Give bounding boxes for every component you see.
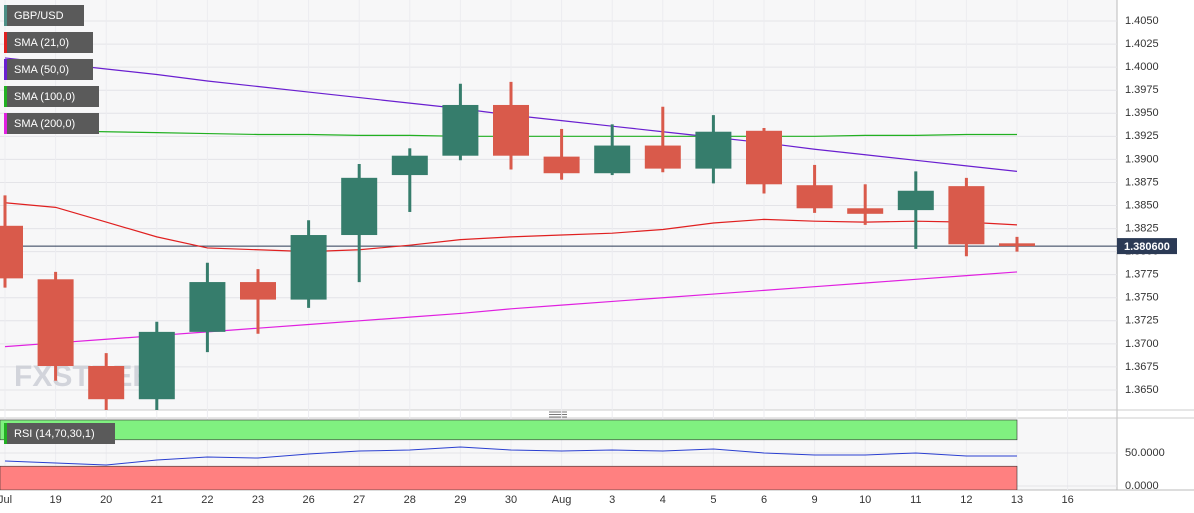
y-tick-label: 1.3975: [1125, 84, 1159, 96]
y-tick-label: 1.3875: [1125, 176, 1159, 188]
sma-line: [4, 202, 1018, 253]
x-tick-label: 4: [660, 494, 666, 506]
candle-body: [897, 190, 934, 211]
x-tick-label: 20: [100, 494, 112, 506]
y-tick-label: 1.3850: [1125, 199, 1159, 211]
candle-body: [948, 186, 985, 245]
y-tick-label: 1.3825: [1125, 222, 1159, 234]
candle-body: [847, 208, 884, 214]
labels: Jul 19 20 21 22 23 26 27 28 29 30 Aug 3 4 5 6 9 10 11 12 13 1…: [0, 5, 1177, 506]
x-tick-label: 27: [353, 494, 365, 506]
x-tick-label: 10: [859, 494, 871, 506]
candle-body: [493, 104, 529, 156]
x-tick-label: 6: [761, 494, 767, 506]
x-tick-label: 29: [454, 494, 466, 506]
candle-body: [37, 279, 74, 367]
x-tick-label: 21: [151, 494, 163, 506]
x-tick-label: 3: [609, 494, 615, 506]
y-tick-label: 1.4000: [1125, 61, 1159, 73]
candle-body: [442, 104, 479, 156]
price-plot: [0, 57, 1035, 410]
x-tick-label: 12: [960, 494, 972, 506]
y-tick-label: 1.3675: [1125, 361, 1159, 373]
y-tick-label: 1.3725: [1125, 315, 1159, 327]
x-tick-label: 22: [201, 494, 213, 506]
legend-swatch: [4, 32, 7, 53]
y-tick-label: 1.3775: [1125, 269, 1159, 281]
y-tick-label: 50.0000: [1125, 447, 1165, 459]
y-tick-label: 1.4050: [1125, 15, 1159, 27]
y-tick-label: 1.4025: [1125, 38, 1159, 50]
candle-body: [240, 282, 276, 300]
x-tick-label: Aug: [552, 494, 572, 506]
legend-swatch: [4, 59, 7, 80]
candle-body: [138, 331, 175, 400]
candle-body: [189, 282, 226, 332]
candle-body: [594, 145, 631, 174]
legend-label: GBP/USD: [14, 10, 64, 22]
x-tick-label: 30: [505, 494, 517, 506]
x-tick-label: 23: [252, 494, 264, 506]
legend-box: [4, 86, 99, 107]
legend-swatch: [4, 5, 7, 26]
y-tick-label: 1.3925: [1125, 130, 1159, 142]
candle-body: [999, 243, 1035, 247]
x-tick-label: 16: [1061, 494, 1073, 506]
x-tick-label: 13: [1011, 494, 1023, 506]
x-tick-label: Jul: [0, 494, 12, 506]
candle-body: [746, 130, 782, 185]
candle-body: [391, 155, 428, 176]
legend-box: [4, 5, 84, 26]
legend-swatch: [4, 423, 7, 444]
y-tick-label: 1.3650: [1125, 384, 1159, 396]
candle-body: [695, 131, 732, 169]
legend-label: SMA (21,0): [14, 37, 69, 49]
x-tick-label: 19: [49, 494, 61, 506]
legend-box: [4, 59, 93, 80]
candle-body: [290, 235, 327, 300]
y-tick-label: 0.0000: [1125, 480, 1159, 492]
legend-box: [4, 423, 115, 444]
x-tick-label: 26: [302, 494, 314, 506]
candle-body: [0, 225, 23, 279]
legend-swatch: [4, 113, 7, 134]
candle-body: [796, 185, 833, 209]
y-tick-label: 1.3900: [1125, 153, 1159, 165]
x-tick-label: 11: [910, 494, 921, 506]
legend-box: [4, 32, 93, 53]
rsi-band: [0, 419, 1018, 441]
candle-body: [88, 366, 125, 400]
legend-label: SMA (100,0): [14, 91, 75, 103]
candle-body: [341, 177, 378, 236]
candle-body: [644, 145, 681, 169]
y-tick-label: 1.3950: [1125, 107, 1159, 119]
last-price-label: 1.380600: [1124, 241, 1170, 253]
y-tick-label: 1.3750: [1125, 292, 1159, 304]
resize-handle[interactable]: [549, 411, 567, 418]
x-tick-label: 5: [710, 494, 716, 506]
x-tick-label: 28: [404, 494, 416, 506]
x-tick-label: 9: [812, 494, 818, 506]
y-tick-label: 1.3700: [1125, 338, 1159, 350]
rsi-band: [0, 465, 1018, 490]
legend-box: [4, 113, 99, 134]
legend-label: SMA (200,0): [14, 118, 75, 130]
legend-swatch: [4, 86, 7, 107]
last-price-box: [1117, 238, 1177, 255]
legend-label: RSI (14,70,30,1): [14, 428, 95, 440]
candle-body: [543, 156, 580, 174]
legend-label: SMA (50,0): [14, 64, 69, 76]
rsi-line: [4, 446, 1017, 466]
rsi-plot: [0, 419, 1018, 490]
